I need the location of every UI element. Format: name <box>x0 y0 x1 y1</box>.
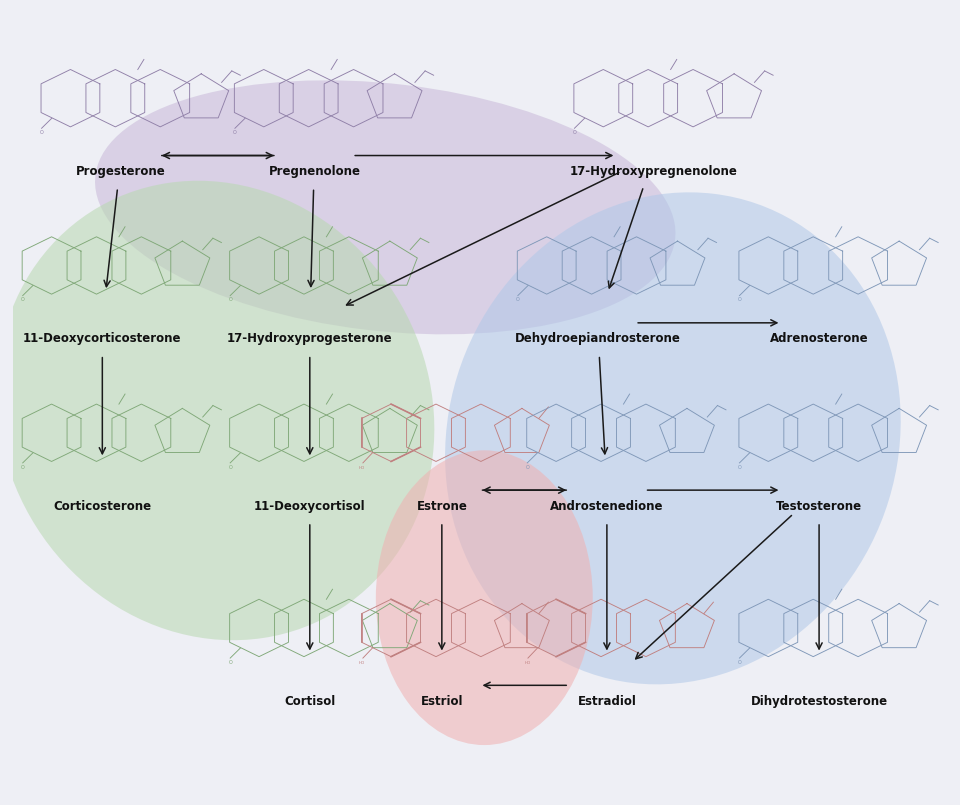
Text: 17-Hydroxyprogesterone: 17-Hydroxyprogesterone <box>227 332 393 345</box>
Text: O: O <box>516 297 519 303</box>
Text: HO: HO <box>359 661 366 665</box>
Text: HO: HO <box>359 466 366 470</box>
Ellipse shape <box>375 450 592 745</box>
Ellipse shape <box>0 181 434 640</box>
Text: O: O <box>228 660 232 665</box>
Text: 17-Hydroxypregnenolone: 17-Hydroxypregnenolone <box>570 165 738 178</box>
Text: O: O <box>233 130 237 135</box>
Text: O: O <box>228 464 232 469</box>
Text: Estriol: Estriol <box>420 695 463 708</box>
Text: O: O <box>572 130 576 135</box>
Text: 11-Deoxycorticosterone: 11-Deoxycorticosterone <box>23 332 181 345</box>
Text: Pregnenolone: Pregnenolone <box>269 165 361 178</box>
Text: O: O <box>737 297 741 303</box>
Text: Dehydroepiandrosterone: Dehydroepiandrosterone <box>515 332 681 345</box>
Text: Progesterone: Progesterone <box>76 165 166 178</box>
Text: O: O <box>228 297 232 303</box>
Ellipse shape <box>95 80 676 334</box>
Text: Cortisol: Cortisol <box>284 695 335 708</box>
Text: O: O <box>737 660 741 665</box>
Text: 11-Deoxycortisol: 11-Deoxycortisol <box>254 500 366 513</box>
Text: HO: HO <box>524 661 530 665</box>
Text: Corticosterone: Corticosterone <box>53 500 152 513</box>
Text: Adrenosterone: Adrenosterone <box>770 332 869 345</box>
Text: O: O <box>21 464 25 469</box>
Text: Dihydrotestosterone: Dihydrotestosterone <box>751 695 888 708</box>
Text: Estradiol: Estradiol <box>578 695 636 708</box>
Text: O: O <box>525 464 529 469</box>
Text: O: O <box>39 130 43 135</box>
Text: Androstenedione: Androstenedione <box>550 500 663 513</box>
Ellipse shape <box>445 192 900 684</box>
Text: Estrone: Estrone <box>417 500 468 513</box>
Text: Testosterone: Testosterone <box>776 500 862 513</box>
Text: O: O <box>737 464 741 469</box>
Text: O: O <box>21 297 25 303</box>
